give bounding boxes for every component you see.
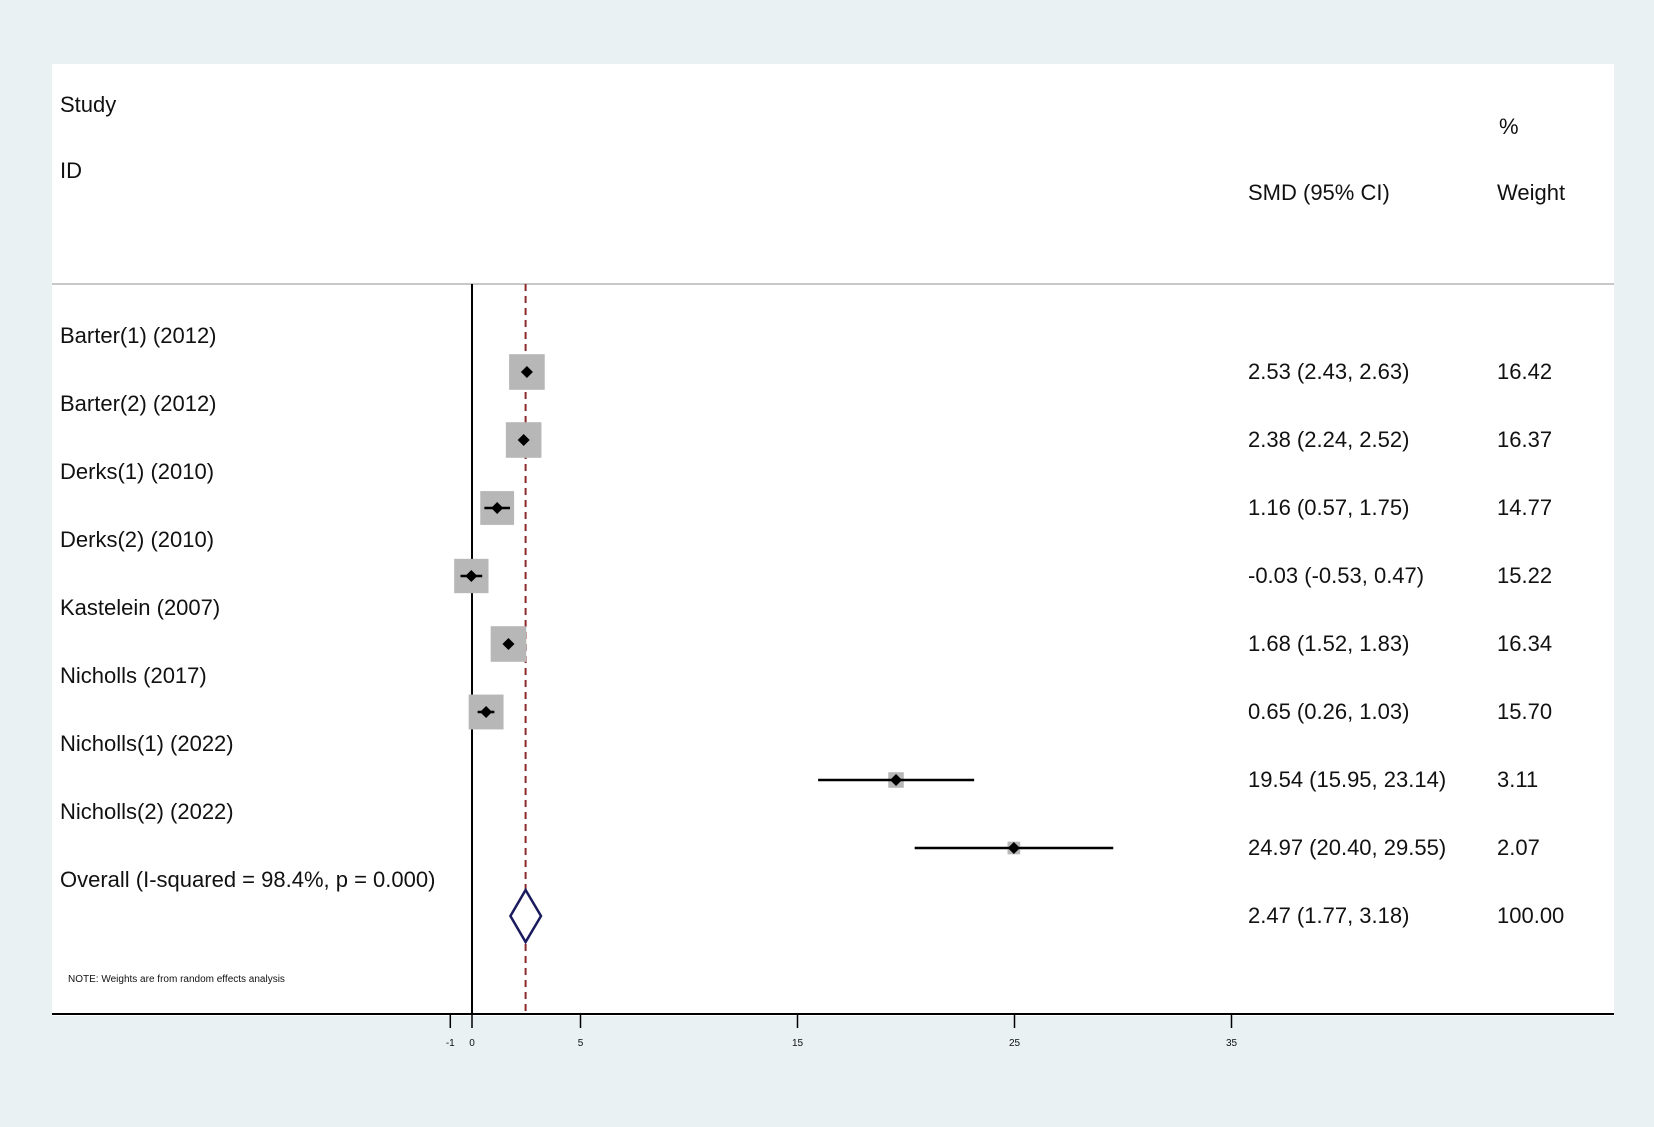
point-estimate (1007, 842, 1020, 854)
point-estimate (480, 706, 493, 718)
point-estimate (520, 366, 533, 378)
overall-smd-ci: 2.47 (1.77, 3.18) (1248, 903, 1410, 928)
overall-weight: 100.00 (1497, 903, 1565, 928)
x-tick-label: 25 (1009, 1038, 1021, 1049)
point-estimate (465, 570, 478, 582)
header-smd: SMD (95% CI) (1248, 180, 1390, 205)
forest-plot-panel: Study ID % SMD (95% CI) Weight Barter(1)… (52, 64, 1614, 1049)
study-label: Kastelein (2007) (60, 595, 221, 620)
weights-note: NOTE: Weights are from random effects an… (68, 974, 285, 985)
x-tick-label: 0 (469, 1038, 475, 1049)
study-label: Nicholls(2) (2022) (60, 799, 234, 824)
study-label: Barter(2) (2012) (60, 391, 217, 416)
study-label: Derks(2) (2010) (60, 527, 215, 552)
study-weight: 3.11 (1497, 767, 1539, 792)
study-smd-ci: 1.68 (1.52, 1.83) (1248, 631, 1410, 656)
overall-label: Overall (I-squared = 98.4%, p = 0.000) (60, 867, 436, 892)
study-smd-ci: 0.65 (0.26, 1.03) (1248, 699, 1410, 724)
x-tick-label: 35 (1226, 1038, 1238, 1049)
study-smd-ci: 24.97 (20.40, 29.55) (1248, 835, 1447, 860)
x-tick-label: -1 (446, 1038, 455, 1049)
study-weight: 2.07 (1497, 835, 1540, 860)
study-smd-ci: 2.53 (2.43, 2.63) (1248, 359, 1410, 384)
study-weight: 15.22 (1497, 563, 1553, 588)
study-weight: 14.77 (1497, 495, 1553, 520)
forest-plot-svg: -1 0 5 15 25 35 (52, 283, 1614, 1049)
study-smd-ci: 1.16 (0.57, 1.75) (1248, 495, 1410, 520)
point-estimate (491, 502, 504, 514)
study-label: Nicholls (2017) (60, 663, 207, 688)
study-smd-ci: 19.54 (15.95, 23.14) (1248, 767, 1447, 792)
study-smd-ci: 2.38 (2.24, 2.52) (1248, 427, 1410, 452)
header-study: Study (60, 92, 117, 117)
study-weight: 16.42 (1497, 359, 1553, 384)
point-estimate (502, 638, 515, 650)
study-smd-ci: -0.03 (-0.53, 0.47) (1248, 563, 1425, 588)
overall-diamond (508, 887, 543, 945)
x-tick-label: 5 (578, 1038, 584, 1049)
header-id: ID (60, 158, 82, 183)
header-weight: Weight (1497, 180, 1566, 205)
study-weight: 15.70 (1497, 699, 1553, 724)
study-label: Derks(1) (2010) (60, 459, 215, 484)
point-estimate (517, 434, 530, 446)
point-estimate (890, 774, 903, 786)
x-tick-label: 15 (792, 1038, 804, 1049)
header-percent: % (1499, 114, 1519, 139)
study-weight: 16.37 (1497, 427, 1553, 452)
study-weight: 16.34 (1497, 631, 1553, 656)
study-label: Nicholls(1) (2022) (60, 731, 234, 756)
study-label: Barter(1) (2012) (60, 323, 217, 348)
